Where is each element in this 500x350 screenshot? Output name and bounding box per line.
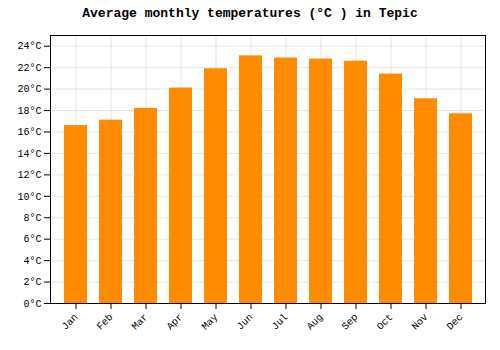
svg-text:Mar: Mar xyxy=(130,312,151,333)
svg-text:4°C: 4°C xyxy=(23,256,41,267)
svg-text:Jan: Jan xyxy=(60,312,81,333)
svg-text:20°C: 20°C xyxy=(17,84,41,95)
svg-text:22°C: 22°C xyxy=(17,63,41,74)
html-text:Average monthly temperatures (: Average monthly temperatures (°C ) in Te… xyxy=(82,6,418,21)
svg-text:10°C: 10°C xyxy=(17,192,41,203)
svg-text:6°C: 6°C xyxy=(23,234,41,245)
svg-text:18°C: 18°C xyxy=(17,106,41,117)
svg-text:Apr: Apr xyxy=(165,312,186,333)
svg-text:0°C: 0°C xyxy=(23,299,41,310)
svg-text:16°C: 16°C xyxy=(17,127,41,138)
svg-text:Jun: Jun xyxy=(235,312,256,333)
svg-text:2°C: 2°C xyxy=(23,277,41,288)
svg-text:May: May xyxy=(200,312,221,333)
svg-text:Oct: Oct xyxy=(375,312,396,333)
svg-text:24°C: 24°C xyxy=(17,41,41,52)
svg-text:Sep: Sep xyxy=(340,312,361,333)
svg-text:Feb: Feb xyxy=(95,312,116,333)
svg-text:8°C: 8°C xyxy=(23,213,41,224)
svg-text:Dec: Dec xyxy=(445,312,466,333)
svg-text:Nov: Nov xyxy=(410,312,431,333)
svg-text:Jul: Jul xyxy=(270,312,291,333)
svg-text:14°C: 14°C xyxy=(17,149,41,160)
svg-text:12°C: 12°C xyxy=(17,170,41,181)
svg-text:Aug: Aug xyxy=(305,312,326,333)
